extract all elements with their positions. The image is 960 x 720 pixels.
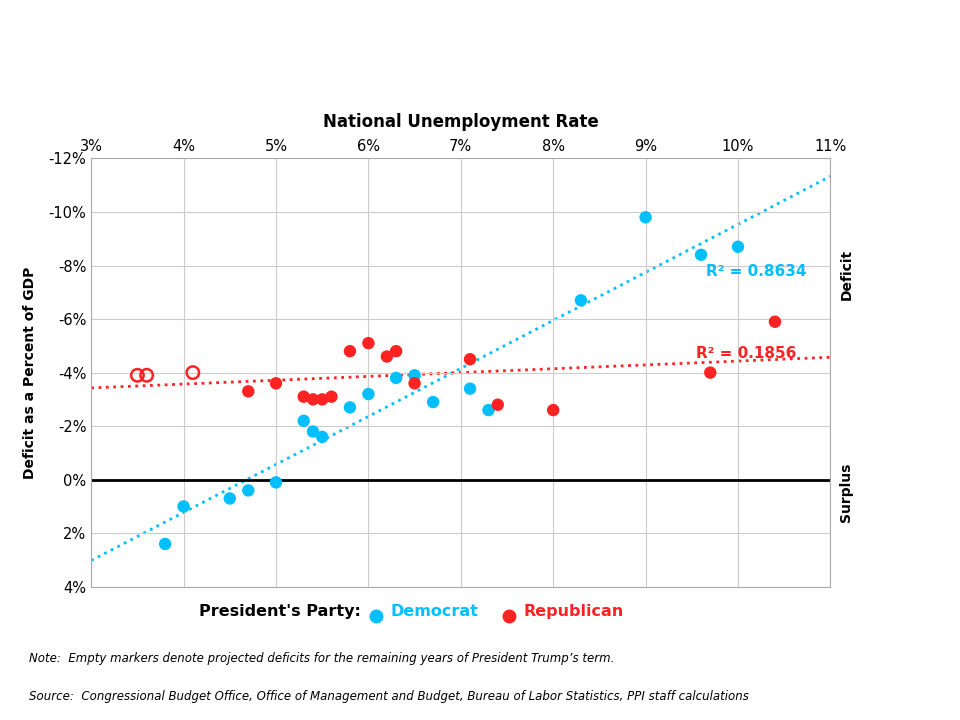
Point [222,492,237,504]
Text: ppi: ppi [797,32,941,110]
Point [296,391,311,402]
Point [637,212,653,223]
Text: and Republican Presidents  Since 1977: and Republican Presidents Since 1977 [29,84,638,112]
Point [379,351,395,362]
Text: R² = 0.1856: R² = 0.1856 [696,346,797,361]
Point [545,405,561,416]
Point [573,294,588,306]
Point [139,369,155,381]
Text: R² = 0.8634: R² = 0.8634 [706,264,806,279]
Text: Deficits vs Unemployment Under Democratic: Deficits vs Unemployment Under Democrati… [29,36,732,64]
Point [241,485,256,496]
Text: Surplus: Surplus [839,463,853,522]
Point [361,338,376,349]
Point [703,366,718,379]
Point [407,369,422,381]
Y-axis label: Deficit as a Percent of GDP: Deficit as a Percent of GDP [23,266,37,479]
Point [315,394,330,405]
Point [176,500,191,512]
Text: President's Party:: President's Party: [199,604,361,619]
Point [130,369,145,381]
Point [305,426,321,437]
Point [296,415,311,426]
Text: Democrat: Democrat [391,604,478,619]
Point [324,391,339,402]
X-axis label: National Unemployment Rate: National Unemployment Rate [323,114,599,132]
Point [767,316,782,328]
Point [693,249,708,261]
Point [361,388,376,400]
Point [490,399,505,410]
Point [463,354,478,365]
Point [731,241,746,253]
Point [342,402,357,413]
Text: Republican: Republican [523,604,624,619]
Point [157,538,173,550]
Point [268,377,283,389]
Point [389,372,404,384]
Point [425,396,441,408]
Point [305,394,321,405]
Point [407,377,422,389]
Text: Deficit: Deficit [839,248,853,300]
Text: Source:  Congressional Budget Office, Office of Management and Budget, Bureau of: Source: Congressional Budget Office, Off… [29,690,749,703]
Point [481,405,496,416]
Point [185,366,201,379]
Text: Note:  Empty markers denote projected deficits for the remaining years of Presid: Note: Empty markers denote projected def… [29,652,614,665]
Point [342,346,357,357]
Point [463,383,478,395]
Point [268,477,283,488]
Point [241,386,256,397]
Point [315,431,330,443]
Point [389,346,404,357]
